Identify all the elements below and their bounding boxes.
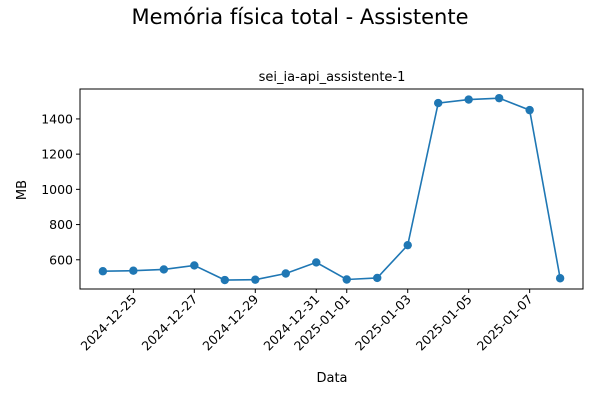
data-point xyxy=(494,93,504,103)
plot-marks xyxy=(98,93,565,285)
y-tick-label: 600 xyxy=(49,252,73,267)
data-point xyxy=(464,95,473,104)
data-point xyxy=(403,240,412,250)
data-point xyxy=(555,274,565,283)
data-point xyxy=(342,275,351,284)
data-point xyxy=(98,267,108,276)
x-axis-label: Data xyxy=(316,371,347,386)
data-point xyxy=(281,269,290,278)
x-axis: 2024-12-252024-12-272024-12-292024-12-31… xyxy=(77,289,536,354)
y-tick-label: 800 xyxy=(49,217,73,232)
y-tick-label: 1200 xyxy=(41,147,73,162)
x-tick-label: 2024-12-27 xyxy=(138,292,200,354)
figure-title: Memória física total - Assistente xyxy=(131,5,468,29)
data-point xyxy=(220,275,229,285)
data-point xyxy=(312,258,321,267)
data-point xyxy=(525,105,534,115)
data-point xyxy=(373,273,382,283)
x-tick-label: 2025-01-07 xyxy=(474,292,536,354)
y-axis: 600 800 1000 1200 1400 xyxy=(41,111,80,267)
axes-title: sei_ia-api_assistente-1 xyxy=(259,70,406,85)
data-point xyxy=(159,265,169,274)
plot-area xyxy=(79,88,584,290)
y-tick-label: 1000 xyxy=(41,182,73,197)
y-axis-label: MB xyxy=(15,180,30,200)
data-point xyxy=(251,275,260,284)
data-point xyxy=(190,261,199,270)
data-point xyxy=(434,98,443,108)
x-tick-label: 2024-12-29 xyxy=(199,291,261,353)
x-tick-label: 2024-12-25 xyxy=(77,292,139,354)
x-tick-label: 2025-01-03 xyxy=(352,292,414,354)
x-tick-label: 2025-01-05 xyxy=(413,292,475,354)
series-line xyxy=(102,97,561,281)
data-point xyxy=(129,266,138,275)
y-tick-label: 1400 xyxy=(41,111,73,126)
